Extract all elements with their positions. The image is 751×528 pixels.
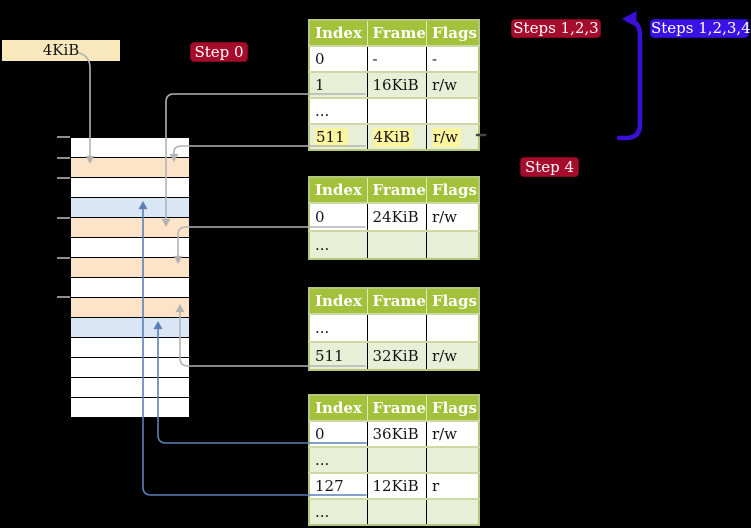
cell-frame: 32KiB xyxy=(366,341,427,370)
memory-frame-mapped-page-36KiB xyxy=(70,317,190,338)
address-tick xyxy=(57,217,70,219)
memory-frame-free xyxy=(70,357,190,378)
cell-flags: r/w xyxy=(425,341,480,370)
address-tick xyxy=(57,177,70,179)
column-header: Frame xyxy=(366,20,427,46)
column-header: Frame xyxy=(366,288,427,314)
table-row: 511 32KiB r/w xyxy=(309,341,480,370)
cell-flags: - xyxy=(425,45,480,72)
memory-frame-free xyxy=(70,277,190,298)
cell-flags: r/w xyxy=(425,123,480,150)
table-row: 127 12KiB r xyxy=(309,472,480,499)
cell-index: 0 xyxy=(309,202,367,231)
memory-frame-free xyxy=(70,337,190,358)
cell-frame xyxy=(366,230,427,259)
memory-frame-page-table-frame-16KiB xyxy=(70,217,190,238)
cell-frame: 24KiB xyxy=(366,202,427,231)
cell-flags xyxy=(425,230,480,259)
table-row: 511 4KiB r/w xyxy=(309,123,480,150)
memory-frame-free xyxy=(70,177,190,198)
cell-frame xyxy=(366,446,427,473)
cell-frame xyxy=(366,498,427,525)
cell-index: ... xyxy=(309,97,367,124)
column-header: Index xyxy=(309,288,367,314)
column-header: Index xyxy=(309,395,367,421)
table-row: ... xyxy=(309,313,480,342)
column-header: Frame xyxy=(366,395,427,421)
memory-frame-free xyxy=(70,397,190,418)
table-row: ... xyxy=(309,97,480,124)
cell-frame xyxy=(366,97,427,124)
memory-frame-page-table-frame-24KiB xyxy=(70,257,190,278)
badge-steps1234: Steps 1,2,3,4 xyxy=(650,19,751,38)
page-table-level-mid-b: Index Frame Flags... 511 32KiB r/w xyxy=(308,287,481,371)
column-header: Flags xyxy=(425,20,480,46)
cell-index: 511 xyxy=(309,123,367,150)
cell-flags: r/w xyxy=(425,420,480,447)
cell-index: ... xyxy=(309,446,367,473)
column-header: Index xyxy=(309,20,367,46)
cell-flags xyxy=(425,97,480,124)
cell-frame: - xyxy=(366,45,427,72)
cell-frame: 36KiB xyxy=(366,420,427,447)
highlighted-value: r/w xyxy=(431,128,462,147)
address-tick xyxy=(57,157,70,159)
cell-frame xyxy=(366,313,427,342)
column-header: Frame xyxy=(366,177,427,203)
column-header: Flags xyxy=(425,177,480,203)
page-table-level-top: Index Frame Flags 0- -1 16KiB r/w... 511 4KiB r/w xyxy=(308,19,481,151)
cell-flags: r/w xyxy=(425,71,480,98)
highlighted-value: 4KiB xyxy=(372,128,414,147)
cell-index: ... xyxy=(309,230,367,259)
cell-index: ... xyxy=(309,498,367,525)
table-row: ... xyxy=(309,230,480,259)
recursive-loop-arrow-head xyxy=(622,11,637,27)
cell-index: 1 xyxy=(309,71,367,98)
recursive-loop-arrow xyxy=(616,18,643,141)
table-row: 0 36KiB r/w xyxy=(309,420,480,447)
cell-frame: 12KiB xyxy=(366,472,427,499)
cell-index: 0 xyxy=(309,420,367,447)
memory-frame-free xyxy=(70,377,190,398)
address-tick xyxy=(57,136,70,138)
cell-flags xyxy=(425,446,480,473)
memory-frame-page-table-frame-4KiB xyxy=(70,157,190,178)
cell-flags xyxy=(425,313,480,342)
cell-frame: 16KiB xyxy=(366,71,427,98)
address-tick xyxy=(57,296,70,298)
page-table-level-1: Index Frame Flags 0 36KiB r/w... 127 12KiB r... xyxy=(308,394,481,526)
column-header: Index xyxy=(309,177,367,203)
memory-frame-page-table-frame-32KiB xyxy=(70,297,190,318)
memory-frame-free xyxy=(70,237,190,258)
cell-flags xyxy=(425,498,480,525)
table-row: ... xyxy=(309,446,480,473)
badge-step0: Step 0 xyxy=(190,42,248,62)
table-row: 0-- xyxy=(309,45,480,72)
highlighted-value: 511 xyxy=(315,128,348,147)
page-table-level-mid-a: Index Frame Flags 0 24KiB r/w... xyxy=(308,176,481,260)
frame-size-label: 4KiB xyxy=(2,40,120,61)
cell-index: 511 xyxy=(309,341,367,370)
column-header: Flags xyxy=(425,288,480,314)
table-row: 0 24KiB r/w xyxy=(309,202,480,231)
memory-frame-mapped-page-12KiB xyxy=(70,197,190,218)
table-row: 1 16KiB r/w xyxy=(309,71,480,98)
cell-index: 127 xyxy=(309,472,367,499)
badge-step4: Step 4 xyxy=(520,157,579,177)
badge-steps123: Steps 1,2,3 xyxy=(511,19,601,38)
column-header: Flags xyxy=(425,395,480,421)
cell-frame: 4KiB xyxy=(366,123,427,150)
cell-flags: r/w xyxy=(425,202,480,231)
cell-flags: r xyxy=(425,472,480,499)
address-tick xyxy=(57,257,70,259)
cell-index: ... xyxy=(309,313,367,342)
table-row: ... xyxy=(309,498,480,525)
cell-index: 0 xyxy=(309,45,367,72)
memory-frame-free xyxy=(70,137,190,158)
